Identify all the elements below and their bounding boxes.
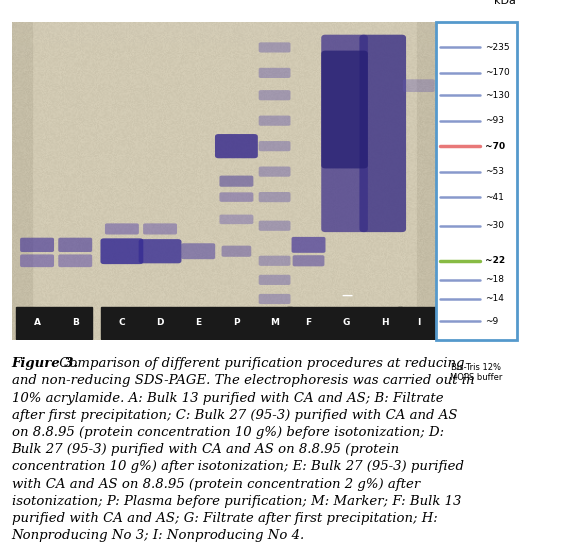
Text: purified with CA and AS; G: Filtrate after first precipitation; H:: purified with CA and AS; G: Filtrate aft… bbox=[12, 512, 437, 525]
Text: Nonproducing No 3; I: Nonproducing No 4.: Nonproducing No 3; I: Nonproducing No 4. bbox=[12, 529, 305, 542]
FancyBboxPatch shape bbox=[220, 176, 253, 187]
FancyBboxPatch shape bbox=[253, 307, 292, 339]
FancyBboxPatch shape bbox=[360, 35, 406, 232]
FancyBboxPatch shape bbox=[321, 35, 368, 232]
Text: ~53: ~53 bbox=[485, 167, 504, 176]
Text: after first precipitation; C: Bulk 27 (95-3) purified with CA and AS: after first precipitation; C: Bulk 27 (9… bbox=[12, 409, 457, 422]
Text: Bulk 27 (95-3) purified with CA and AS on 8.8.95 (protein: Bulk 27 (95-3) purified with CA and AS o… bbox=[12, 443, 400, 456]
Text: P: P bbox=[233, 318, 240, 327]
Text: Comparison of different purification procedures at reducing: Comparison of different purification pro… bbox=[55, 357, 465, 370]
FancyBboxPatch shape bbox=[292, 237, 325, 253]
FancyBboxPatch shape bbox=[215, 307, 253, 339]
Text: —: — bbox=[341, 291, 352, 301]
FancyBboxPatch shape bbox=[143, 223, 177, 234]
Text: ~14: ~14 bbox=[485, 294, 503, 304]
Text: I: I bbox=[417, 318, 421, 327]
FancyBboxPatch shape bbox=[139, 307, 177, 339]
Text: ~130: ~130 bbox=[485, 91, 510, 100]
FancyBboxPatch shape bbox=[293, 255, 324, 266]
Text: F: F bbox=[306, 318, 311, 327]
Text: ~41: ~41 bbox=[485, 193, 503, 201]
Text: and non-reducing SDS-PAGE. The electrophoresis was carried out in: and non-reducing SDS-PAGE. The electroph… bbox=[12, 374, 474, 388]
FancyBboxPatch shape bbox=[364, 307, 402, 339]
Text: G: G bbox=[343, 318, 350, 327]
Text: isotonization; P: Plasma before purification; M: Marker; F: Bulk 13: isotonization; P: Plasma before purifica… bbox=[12, 495, 461, 508]
Text: ~70: ~70 bbox=[485, 142, 505, 150]
Text: 10% acrylamide. A: Bulk 13 purified with CA and AS; B: Filtrate: 10% acrylamide. A: Bulk 13 purified with… bbox=[12, 391, 443, 405]
FancyBboxPatch shape bbox=[20, 254, 54, 267]
FancyBboxPatch shape bbox=[259, 116, 290, 126]
Text: ~22: ~22 bbox=[485, 256, 505, 265]
FancyBboxPatch shape bbox=[259, 221, 290, 231]
FancyBboxPatch shape bbox=[403, 79, 435, 92]
Text: kDa: kDa bbox=[494, 0, 516, 6]
Text: Bis-Tris 12%
MOPS buffer: Bis-Tris 12% MOPS buffer bbox=[450, 363, 503, 382]
Text: with CA and AS on 8.8.95 (protein concentration 2 g%) after: with CA and AS on 8.8.95 (protein concen… bbox=[12, 478, 419, 491]
FancyBboxPatch shape bbox=[259, 256, 290, 266]
Text: H: H bbox=[381, 318, 389, 327]
Text: A: A bbox=[34, 318, 41, 327]
Text: ~30: ~30 bbox=[485, 221, 504, 230]
Text: E: E bbox=[195, 318, 201, 327]
FancyBboxPatch shape bbox=[105, 223, 139, 234]
FancyBboxPatch shape bbox=[16, 307, 54, 339]
Text: ~170: ~170 bbox=[485, 69, 510, 77]
FancyBboxPatch shape bbox=[325, 307, 364, 339]
FancyBboxPatch shape bbox=[20, 238, 54, 252]
FancyBboxPatch shape bbox=[259, 166, 290, 177]
Text: M: M bbox=[270, 318, 279, 327]
FancyBboxPatch shape bbox=[259, 141, 290, 151]
Text: D: D bbox=[156, 318, 164, 327]
Text: ~18: ~18 bbox=[485, 276, 504, 284]
FancyBboxPatch shape bbox=[397, 307, 436, 339]
FancyBboxPatch shape bbox=[259, 294, 290, 304]
FancyBboxPatch shape bbox=[287, 307, 325, 339]
FancyBboxPatch shape bbox=[54, 307, 92, 339]
FancyBboxPatch shape bbox=[220, 215, 253, 224]
FancyBboxPatch shape bbox=[215, 134, 258, 158]
FancyBboxPatch shape bbox=[101, 307, 139, 339]
FancyBboxPatch shape bbox=[220, 192, 253, 202]
Text: ~235: ~235 bbox=[485, 43, 509, 52]
Text: B: B bbox=[72, 318, 78, 327]
Text: Figure 3.: Figure 3. bbox=[12, 357, 78, 370]
Text: concentration 10 g%) after isotonization; E: Bulk 27 (95-3) purified: concentration 10 g%) after isotonization… bbox=[12, 461, 464, 473]
Text: ~9: ~9 bbox=[485, 317, 498, 326]
FancyBboxPatch shape bbox=[58, 238, 92, 252]
FancyBboxPatch shape bbox=[221, 245, 251, 257]
FancyBboxPatch shape bbox=[177, 307, 215, 339]
FancyBboxPatch shape bbox=[259, 42, 290, 53]
FancyBboxPatch shape bbox=[181, 243, 215, 259]
Text: ~93: ~93 bbox=[485, 116, 504, 125]
FancyBboxPatch shape bbox=[259, 68, 290, 78]
FancyBboxPatch shape bbox=[259, 275, 290, 285]
FancyBboxPatch shape bbox=[321, 51, 368, 169]
FancyBboxPatch shape bbox=[58, 254, 92, 267]
FancyBboxPatch shape bbox=[101, 238, 144, 264]
FancyBboxPatch shape bbox=[259, 90, 290, 100]
FancyBboxPatch shape bbox=[259, 192, 290, 202]
Text: C: C bbox=[119, 318, 125, 327]
FancyBboxPatch shape bbox=[139, 239, 181, 264]
Text: on 8.8.95 (protein concentration 10 g%) before isotonization; D:: on 8.8.95 (protein concentration 10 g%) … bbox=[12, 426, 444, 439]
